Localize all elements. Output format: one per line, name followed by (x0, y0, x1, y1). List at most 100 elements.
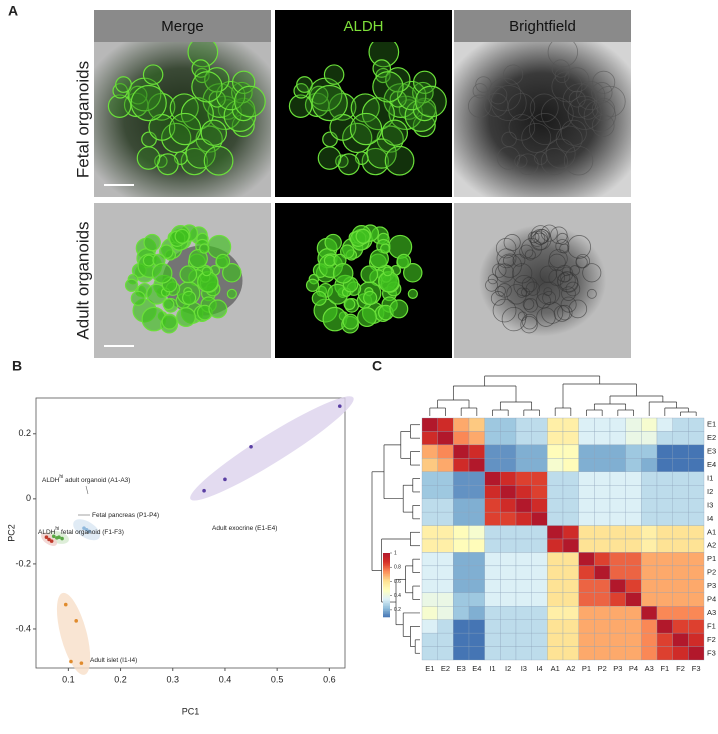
organoid-cell (208, 299, 228, 319)
heatmap-cell (656, 619, 673, 634)
heatmap-cell (500, 579, 517, 593)
organoid-cell (342, 122, 373, 154)
organoid-cell (559, 243, 570, 254)
row-label: I3 (707, 500, 713, 509)
organoid-cell (492, 263, 507, 278)
heatmap-cell (437, 485, 454, 499)
heatmap-cell (578, 431, 595, 446)
column-header-bg (275, 10, 452, 42)
colorbar-step (383, 585, 390, 587)
heatmap-cell (688, 525, 705, 540)
heatmap-cell (500, 485, 517, 499)
organoid-cell (545, 138, 576, 169)
colorbar-step (383, 586, 390, 589)
heatmap-cell (578, 565, 595, 580)
heatmap-cell (547, 485, 564, 499)
micrograph-content (94, 42, 271, 197)
organoid-cell (115, 76, 132, 93)
colorbar-step (383, 567, 390, 570)
organoid-cell (156, 153, 179, 176)
cluster-ellipse (190, 396, 354, 501)
organoid-cell (557, 304, 573, 321)
column-label: I1 (489, 664, 495, 673)
organoid-cell (168, 112, 202, 146)
heatmap-cell (547, 619, 564, 634)
colorbar-step (383, 594, 390, 597)
y-tick-label: -0.4 (15, 623, 31, 633)
annotation-sup: hi (55, 526, 59, 532)
organoid-cell (519, 244, 534, 259)
organoid-cell (176, 307, 196, 328)
column-label: F1 (660, 664, 669, 673)
heatmap-cell (421, 525, 438, 540)
heatmap-cell (500, 471, 517, 486)
heatmap-cell (531, 606, 548, 620)
column-label: I2 (505, 664, 511, 673)
row-label: Adult organoids (73, 221, 92, 339)
heatmap-cell (641, 565, 658, 580)
point (69, 659, 73, 664)
heatmap-cell (625, 417, 642, 432)
heatmap-cell (547, 579, 564, 593)
annotation: Adult islet (I1-I4) (90, 657, 137, 664)
heatmap-cell (484, 431, 501, 446)
heatmap-cell (562, 485, 579, 499)
heatmap-cell (609, 511, 626, 526)
organoid-cell (541, 301, 564, 324)
row-label: Fetal organoids (73, 61, 92, 178)
heatmap-cell (531, 552, 548, 567)
heatmap-cell (515, 579, 532, 593)
heatmap-cell (594, 552, 611, 567)
heatmap-cell (515, 431, 532, 446)
colorbar-step (383, 557, 390, 560)
heatmap-cell (484, 646, 501, 661)
heatmap-cell (672, 471, 689, 486)
heatmap-cell (656, 552, 673, 567)
heatmap-cell (641, 552, 658, 567)
column-label: P3 (613, 664, 622, 673)
colorbar-step (383, 583, 390, 586)
heatmap-cell (468, 579, 485, 593)
micrograph (454, 42, 631, 197)
micrograph (94, 42, 271, 197)
heatmap-cell (453, 632, 470, 647)
heatmap-cell (500, 458, 517, 472)
organoid-cell (372, 59, 392, 78)
heatmap-cell (656, 511, 673, 526)
colorbar-step (383, 591, 390, 594)
heatmap-cell (531, 565, 548, 580)
organoid-cell (496, 146, 521, 170)
heatmap-cell (625, 498, 642, 513)
heatmap-cell (484, 538, 501, 553)
heatmap-cell (500, 606, 517, 620)
heatmap-cell (515, 458, 532, 472)
column-label: F3 (692, 664, 701, 673)
point (60, 536, 64, 541)
heatmap-cell (641, 525, 658, 540)
organoid-cell (521, 276, 538, 293)
heatmap-cell (547, 525, 564, 540)
heatmap-cell (515, 646, 532, 661)
organoid-cell (521, 313, 538, 330)
heatmap-cell (453, 619, 470, 634)
heatmap-cell (453, 552, 470, 567)
organoid-cell (492, 298, 517, 323)
organoid-cell (540, 148, 568, 176)
heatmap-cell (453, 431, 470, 446)
heatmap-cell (641, 632, 658, 647)
organoid-cell (503, 64, 524, 85)
heatmap-cell (625, 619, 642, 634)
heatmap-cell (531, 498, 548, 513)
heatmap-cell (421, 619, 438, 634)
organoid-cell (522, 298, 535, 310)
organoid-cell (529, 93, 559, 123)
heatmap-cell (437, 444, 454, 459)
organoid-cell (204, 67, 230, 93)
organoid-cell (199, 243, 210, 254)
organoid-cell (380, 243, 391, 254)
colorbar-step (383, 556, 390, 559)
heatmap-cell (562, 417, 579, 432)
organoid-cell (215, 253, 231, 269)
panel-label: B (12, 358, 22, 374)
heatmap-cell (609, 525, 626, 540)
